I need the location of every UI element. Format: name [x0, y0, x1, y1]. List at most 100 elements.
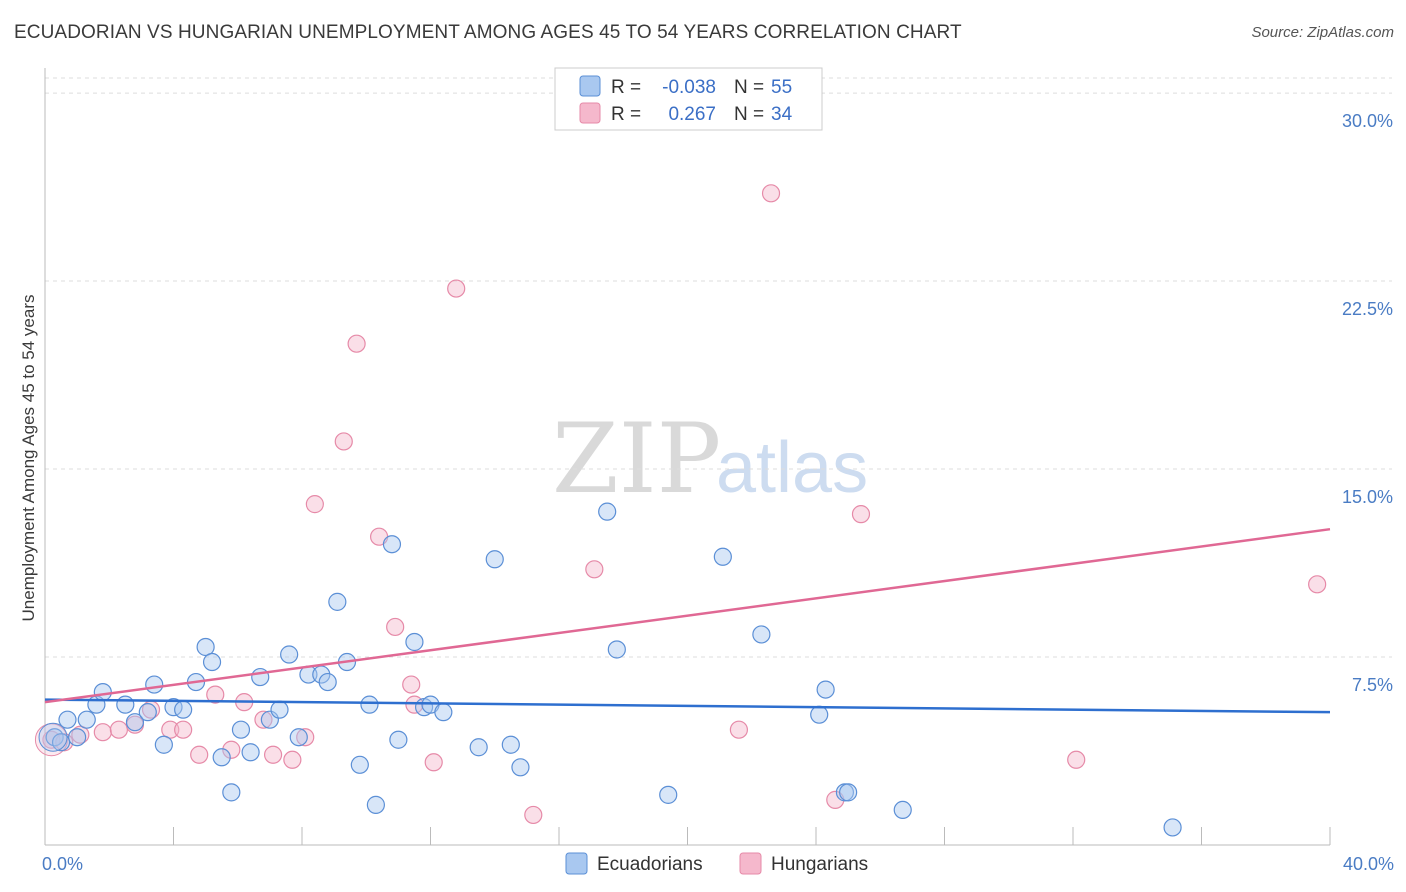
trend-lines	[44, 527, 1331, 714]
legend-n-value-hungarians: 34	[771, 104, 793, 125]
ecuadorian-point	[116, 695, 135, 714]
ecuadorian-point-cluster	[38, 722, 68, 752]
hungarian-point	[424, 753, 443, 772]
y-tick-label: 22.5%	[1342, 299, 1393, 319]
hungarian-point	[254, 710, 273, 729]
legend-r-value-hungarians: 0.267	[668, 104, 716, 125]
gridlines	[45, 77, 1392, 658]
ecuadorian-point	[598, 502, 617, 521]
hungarian-point	[386, 617, 405, 637]
series-legend: Ecuadorians Hungarians	[565, 852, 868, 875]
legend-n-value-ecuadorians: 55	[771, 77, 792, 98]
ecuadorian-point	[93, 683, 112, 702]
hungarian-point	[524, 805, 543, 825]
hungarian-point	[347, 334, 366, 353]
hungarian-point	[447, 279, 466, 298]
ecuadorian-point	[280, 645, 299, 664]
x-tick-labels: 0.0% 40.0%	[42, 854, 1394, 874]
ecuadorian-point	[58, 710, 77, 729]
hungarian-point	[1308, 575, 1327, 594]
ecuadorian-point	[260, 710, 279, 729]
legend-r-value-ecuadorians: -0.038	[662, 77, 716, 98]
ecuadorian-point	[659, 785, 678, 804]
watermark-atlas: atlas	[716, 428, 868, 508]
hungarian-point	[190, 745, 209, 764]
ecuadorian-point	[68, 728, 87, 747]
hungarian-point	[222, 740, 241, 759]
legend-swatch-ecuadorians	[579, 75, 601, 97]
ecuadorian-point	[434, 703, 453, 722]
ecuadorian-point	[405, 632, 424, 652]
hungarian-point	[93, 723, 112, 742]
hungarian-point	[761, 184, 781, 203]
chart-source: Source: ZipAtlas.com	[1251, 24, 1394, 41]
ecuadorian-point	[241, 743, 260, 762]
legend-swatch-hungarians	[579, 102, 601, 124]
legend-r-label-ecuadorians: R =	[611, 77, 641, 98]
ecuadorian-point	[350, 755, 369, 774]
hungarian-point	[296, 728, 315, 747]
bottom-legend-label-ecuadorians: Ecuadorians	[597, 854, 703, 875]
ecuadorian-point	[360, 695, 379, 714]
ecuadorian-point	[270, 700, 289, 719]
y-tick-label: 30.0%	[1342, 111, 1393, 131]
hungarian-point	[161, 720, 180, 739]
axes	[44, 68, 1331, 846]
watermark: ZIP atlas	[552, 403, 868, 515]
legend-n-label-hungarians: N =	[734, 104, 764, 125]
ecuadorian-point	[125, 713, 145, 732]
ecuadorian-point	[318, 672, 337, 692]
ecuadorian-point	[154, 735, 173, 754]
ecuadorian-point	[816, 680, 835, 699]
watermark-zip: ZIP	[552, 403, 721, 515]
ecuadorian-point	[389, 730, 408, 749]
ecuadorian-point	[752, 625, 771, 644]
y-axis-label: Unemployment Among Ages 45 to 54 years	[19, 295, 38, 622]
correlation-legend: R = -0.038 N = 55 R = 0.267 N = 34	[554, 67, 823, 131]
ecuadorian-point	[607, 640, 626, 659]
x-tick-label-max: 40.0%	[1343, 854, 1394, 874]
ecuadorian-point	[202, 652, 222, 672]
hungarian-point	[263, 745, 283, 764]
ecuadorian-point	[511, 758, 530, 777]
chart-title: ECUADORIAN VS HUNGARIAN UNEMPLOYMENT AMO…	[14, 22, 962, 43]
ecuadorian-point	[1163, 818, 1182, 837]
ecuadorians-points	[38, 502, 1182, 837]
ecuadorian-point	[501, 735, 520, 754]
ecuadorian-point	[839, 783, 858, 802]
y-tick-label: 7.5%	[1352, 675, 1393, 695]
hungarian-point	[585, 560, 604, 579]
ecuadorian-point	[138, 703, 157, 722]
ecuadorian-point	[212, 748, 231, 767]
ecuadorian-point	[382, 535, 402, 554]
ecuadorian-point	[366, 795, 385, 814]
hungarian-point	[71, 725, 90, 744]
hungarians-trend-line	[44, 527, 1331, 704]
x-tick-label-min: 0.0%	[42, 854, 83, 874]
hungarian-point	[109, 720, 128, 739]
y-tick-label: 15.0%	[1342, 487, 1393, 507]
legend-n-label-ecuadorians: N =	[734, 77, 764, 98]
legend-r-label-hungarians: R =	[611, 104, 641, 125]
hungarian-point	[1067, 750, 1086, 769]
y-tick-labels: 7.5% 15.0% 22.5% 30.0%	[1342, 111, 1393, 695]
hungarian-point	[206, 685, 225, 704]
hungarian-point	[334, 432, 353, 451]
ecuadorian-point	[77, 710, 96, 729]
hungarian-point	[305, 495, 324, 514]
ecuadorian-point	[231, 720, 251, 739]
ecuadorians-trend-line	[44, 698, 1331, 714]
ecuadorian-point	[485, 550, 504, 569]
hungarian-point	[851, 505, 871, 524]
ecuadorian-point	[222, 783, 241, 802]
ecuadorian-point	[328, 592, 347, 611]
ecuadorian-point	[469, 738, 488, 757]
hungarian-point	[402, 675, 421, 694]
ecuadorian-point	[810, 705, 829, 724]
hungarian-point	[729, 720, 749, 739]
ecuadorian-point	[145, 675, 164, 694]
bottom-legend-swatch-hungarians	[739, 852, 762, 875]
bottom-legend-label-hungarians: Hungarians	[771, 854, 868, 875]
hungarian-point	[174, 720, 193, 739]
ecuadorian-point	[289, 728, 308, 747]
